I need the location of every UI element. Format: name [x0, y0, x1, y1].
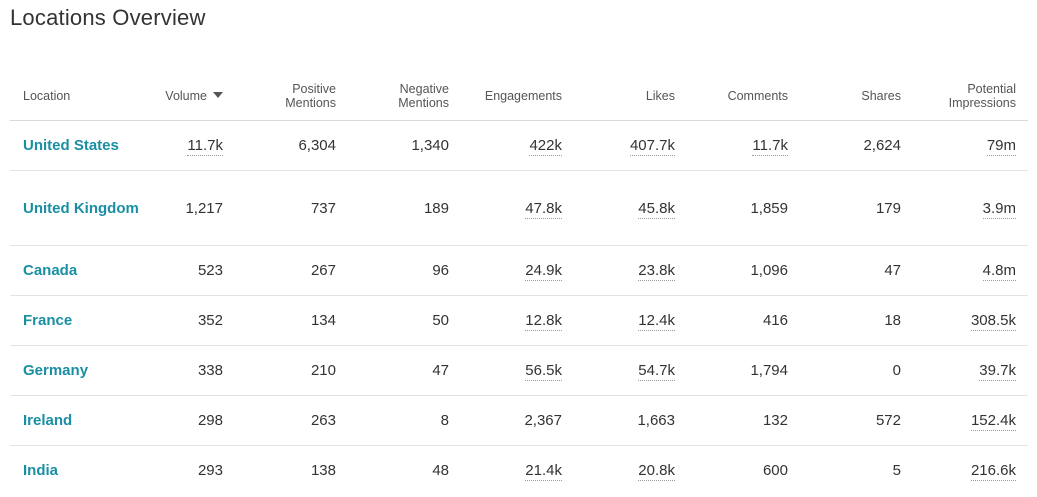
- comments-cell: 11.7k: [687, 120, 800, 171]
- table-row: United States 11.7k 6,304 1,340 422k 407…: [10, 120, 1028, 171]
- sort-descending-icon[interactable]: [213, 92, 223, 98]
- column-header-potential-impressions[interactable]: Potential Impressions: [913, 72, 1028, 121]
- column-header-positive-mentions[interactable]: Positive Mentions: [235, 72, 348, 121]
- engagements-cell: 12.8k: [461, 295, 574, 346]
- positive-mentions-cell: 138: [310, 462, 336, 479]
- location-cell: United States: [10, 120, 155, 171]
- table-row: United Kingdom 1,217 737 189 47.8k 45.8k…: [10, 170, 1028, 246]
- likes-cell: 407.7k: [574, 120, 687, 171]
- negative-mentions-cell: 96: [348, 245, 461, 296]
- positive-mentions-cell: 267: [235, 245, 348, 296]
- table-row: Germany 338 210 47 56.5k 54.7k 1,794 0 3…: [10, 345, 1028, 396]
- volume-cell: 298: [155, 395, 235, 446]
- impressions-cell: 3.9m: [913, 170, 1028, 246]
- comments-cell: 1,794: [687, 345, 800, 396]
- negative-mentions-cell: 189: [348, 170, 461, 246]
- location-link[interactable]: Canada: [23, 262, 78, 279]
- shares-cell: 5: [892, 462, 901, 479]
- table-row: Ireland 298 263 8 2,367 1,663 132 572 15…: [10, 395, 1028, 446]
- likes-cell: 45.8k: [574, 170, 687, 246]
- impressions-cell: 39.7k: [913, 345, 1028, 396]
- location-cell: France: [10, 295, 155, 346]
- engagements-cell: 24.9k: [461, 245, 574, 296]
- column-header-location[interactable]: Location: [10, 72, 155, 121]
- volume-cell: 293: [197, 462, 223, 479]
- location-link[interactable]: France: [23, 312, 73, 329]
- column-header-volume[interactable]: Volume: [155, 72, 235, 121]
- positive-mentions-cell: 210: [235, 345, 348, 396]
- column-header-likes[interactable]: Likes: [574, 72, 687, 121]
- location-link[interactable]: India: [23, 462, 59, 479]
- table-body: United States 11.7k 6,304 1,340 422k 407…: [10, 120, 1028, 496]
- positive-mentions-cell: 6,304: [235, 120, 348, 171]
- location-cell: India: [10, 446, 155, 496]
- engagements-cell: 2,367: [461, 395, 574, 446]
- location-link[interactable]: Germany: [23, 362, 89, 379]
- volume-cell: 352: [155, 295, 235, 346]
- volume-cell: 1,217: [155, 170, 235, 246]
- location-cell: United Kingdom: [10, 170, 155, 246]
- column-header-comments[interactable]: Comments: [687, 72, 800, 121]
- shares-cell: 179: [800, 170, 913, 246]
- volume-cell: 338: [155, 345, 235, 396]
- engagements-cell: 56.5k: [461, 345, 574, 396]
- column-header-engagements[interactable]: Engagements: [461, 72, 574, 121]
- shares-cell: 2,624: [800, 120, 913, 171]
- impressions-cell: 216.6k: [970, 462, 1016, 481]
- location-link[interactable]: United States: [23, 137, 119, 154]
- volume-cell: 11.7k: [155, 120, 235, 171]
- comments-cell: 1,859: [687, 170, 800, 246]
- impressions-cell: 79m: [913, 120, 1028, 171]
- likes-cell: 23.8k: [574, 245, 687, 296]
- impressions-cell: 308.5k: [913, 295, 1028, 346]
- location-cell: Ireland: [10, 395, 155, 446]
- shares-cell: 0: [800, 345, 913, 396]
- locations-table: Location Volume Positive Mentions Negati…: [10, 72, 1028, 495]
- location-cell: Germany: [10, 345, 155, 396]
- shares-cell: 47: [800, 245, 913, 296]
- table-row: India 293 138 48 21.4k 20.8k 600 5 216.6…: [10, 446, 1028, 496]
- impressions-cell: 152.4k: [913, 395, 1028, 446]
- likes-cell: 54.7k: [574, 345, 687, 396]
- likes-cell: 12.4k: [574, 295, 687, 346]
- comments-cell: 416: [687, 295, 800, 346]
- table-header: Location Volume Positive Mentions Negati…: [10, 72, 1028, 121]
- shares-cell: 18: [800, 295, 913, 346]
- page-title: Locations Overview: [10, 5, 206, 30]
- impressions-cell: 4.8m: [913, 245, 1028, 296]
- negative-mentions-cell: 48: [432, 462, 449, 479]
- comments-cell: 1,096: [687, 245, 800, 296]
- column-header-shares[interactable]: Shares: [800, 72, 913, 121]
- header-row: Location Volume Positive Mentions Negati…: [10, 72, 1028, 121]
- table-row: Canada 523 267 96 24.9k 23.8k 1,096 47 4…: [10, 245, 1028, 296]
- negative-mentions-cell: 47: [348, 345, 461, 396]
- likes-cell: 1,663: [574, 395, 687, 446]
- location-cell: Canada: [10, 245, 155, 296]
- engagements-cell: 422k: [461, 120, 574, 171]
- volume-cell: 523: [155, 245, 235, 296]
- column-header-negative-mentions[interactable]: Negative Mentions: [348, 72, 461, 121]
- shares-cell: 572: [800, 395, 913, 446]
- comments-cell: 600: [762, 462, 788, 479]
- negative-mentions-cell: 50: [348, 295, 461, 346]
- positive-mentions-cell: 134: [235, 295, 348, 346]
- positive-mentions-cell: 263: [235, 395, 348, 446]
- engagements-cell: 47.8k: [461, 170, 574, 246]
- engagements-cell: 21.4k: [525, 462, 562, 481]
- negative-mentions-cell: 8: [348, 395, 461, 446]
- location-link[interactable]: United Kingdom: [23, 199, 139, 217]
- positive-mentions-cell: 737: [235, 170, 348, 246]
- table-row: France 352 134 50 12.8k 12.4k 416 18 308…: [10, 295, 1028, 346]
- negative-mentions-cell: 1,340: [348, 120, 461, 171]
- comments-cell: 132: [687, 395, 800, 446]
- likes-cell: 20.8k: [638, 462, 675, 481]
- location-link[interactable]: Ireland: [23, 412, 73, 429]
